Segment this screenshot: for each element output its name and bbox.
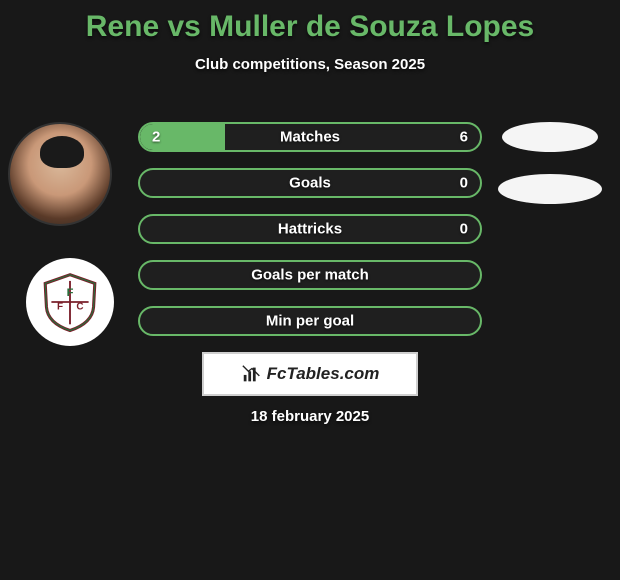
- stat-bar-left-value: 2: [152, 129, 160, 146]
- stat-bar: Min per goal: [138, 306, 482, 336]
- stat-bars: 2 Matches 6 Goals 0 Hattricks 0 Goals per match…: [138, 122, 482, 352]
- svg-text:F: F: [57, 301, 63, 312]
- stat-bar-right-value: 0: [460, 221, 468, 238]
- player-right-avatar-2: [498, 174, 602, 204]
- stat-bar: Hattricks 0: [138, 214, 482, 244]
- stat-bar-label: Min per goal: [266, 313, 354, 330]
- page-title: Rene vs Muller de Souza Lopes: [0, 0, 620, 44]
- stat-bar: Goals 0: [138, 168, 482, 198]
- stat-bar-label: Matches: [280, 129, 340, 146]
- stat-bar-right-value: 0: [460, 175, 468, 192]
- svg-text:F: F: [67, 287, 74, 299]
- player-right-avatar-1: [502, 122, 598, 152]
- bar-chart-icon: [241, 363, 263, 385]
- club-shield-icon: F F C: [39, 271, 101, 333]
- date-text: 18 february 2025: [0, 408, 620, 425]
- player-left-avatar: [8, 122, 112, 226]
- stat-bar: 2 Matches 6: [138, 122, 482, 152]
- stat-bar: Goals per match: [138, 260, 482, 290]
- stat-bar-label: Hattricks: [278, 221, 342, 238]
- stat-bar-label: Goals: [289, 175, 331, 192]
- subtitle: Club competitions, Season 2025: [0, 56, 620, 73]
- brand-box[interactable]: FcTables.com: [202, 352, 418, 396]
- stat-bar-right-value: 6: [460, 129, 468, 146]
- brand-text: FcTables.com: [267, 364, 380, 384]
- svg-text:C: C: [76, 301, 83, 312]
- stat-bar-label: Goals per match: [251, 267, 369, 284]
- club-badge: F F C: [26, 258, 114, 346]
